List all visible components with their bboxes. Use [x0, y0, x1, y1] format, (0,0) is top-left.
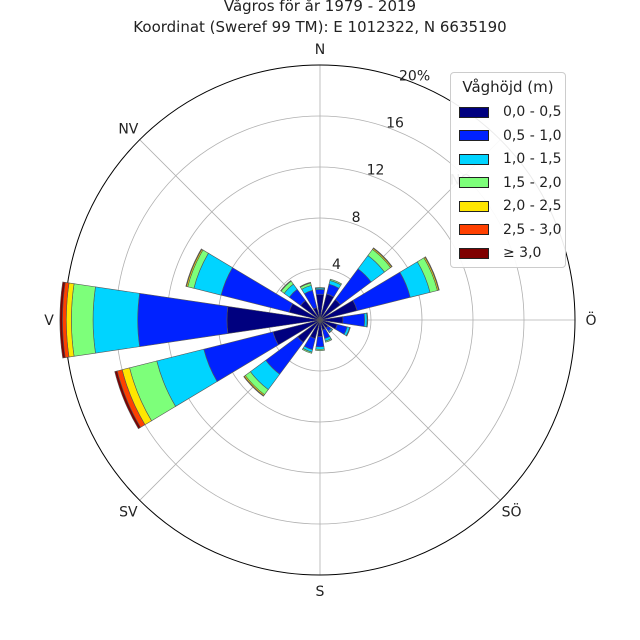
legend-item: 2,5 - 3,0 — [459, 222, 561, 238]
wedge-segment — [137, 293, 229, 347]
wedge-segment — [342, 313, 365, 327]
wedge-segment — [299, 281, 312, 288]
legend-swatch — [459, 130, 489, 141]
wedge-segment — [345, 327, 351, 337]
wedge-segment — [324, 338, 333, 343]
wedge-segment — [92, 286, 140, 354]
direction-label: S — [316, 584, 325, 600]
wedge-segment — [372, 247, 393, 268]
legend-title: Våghöjd (m) — [462, 78, 554, 96]
wedge-segment — [114, 370, 141, 430]
wedge-segment — [315, 289, 325, 296]
wedge-segment — [329, 278, 343, 286]
wedge-segment — [301, 348, 313, 354]
legend-label: 2,0 - 2,5 — [503, 198, 562, 214]
legend-label: ≥ 3,0 — [503, 245, 542, 261]
legend-swatch — [459, 224, 489, 235]
direction-label: V — [44, 313, 54, 329]
legend-item: 0,0 - 0,5 — [459, 104, 561, 120]
direction-label: NV — [118, 121, 138, 137]
wedge-segment — [366, 312, 369, 328]
wedge-segment — [59, 281, 66, 359]
direction-label: N — [315, 42, 325, 58]
radial-tick-label: 16 — [386, 116, 404, 132]
legend-swatch — [459, 153, 489, 165]
radial-tick-label: 12 — [367, 163, 385, 179]
radial-tick-label: 8 — [352, 210, 361, 226]
wedge-segment — [314, 287, 326, 289]
legend-item: 2,0 - 2,5 — [459, 198, 561, 214]
legend-swatch — [459, 177, 489, 188]
wedge-segment — [328, 328, 334, 334]
wedge-segment — [315, 336, 325, 348]
direction-label: SÖ — [502, 503, 522, 521]
grid-spoke — [319, 319, 501, 501]
legend: Våghöjd (m) 0,0 - 0,5 0,5 - 1,0 1,0 - 1,5 1… — [450, 72, 566, 268]
wedge-segment — [243, 375, 265, 397]
legend-swatch — [459, 106, 489, 118]
legend-item: ≥ 3,0 — [459, 245, 541, 261]
direction-label: Ö — [585, 311, 596, 329]
legend-label: 2,5 - 3,0 — [503, 221, 562, 238]
radial-tick-label: 20% — [399, 68, 430, 84]
chart-subtitle: Koordinat (Sweref 99 TM): E 1012322, N 6… — [133, 18, 507, 36]
legend-label: 1,5 - 2,0 — [503, 174, 562, 191]
wedge-segment — [424, 256, 440, 291]
chart-title: Vågros för år 1979 - 2019 — [223, 0, 417, 15]
legend-label: 1,0 - 1,5 — [503, 151, 562, 167]
wedge-segment — [185, 248, 203, 287]
legend-swatch — [459, 200, 489, 212]
legend-label: 0,5 - 1,0 — [503, 127, 562, 144]
wedge-segment — [315, 348, 325, 351]
radial-tick-label: 4 — [332, 257, 341, 273]
legend-item: 1,0 - 1,5 — [459, 151, 561, 167]
legend-item: 1,5 - 2,0 — [459, 175, 561, 191]
legend-label: 0,0 - 0,5 — [503, 104, 562, 120]
legend-swatch — [459, 247, 489, 259]
wedge-segment — [280, 280, 292, 292]
direction-label: SV — [119, 505, 138, 521]
wedge-segment — [226, 306, 321, 334]
wedge-segment — [71, 283, 96, 357]
legend-item: 0,5 - 1,0 — [459, 128, 561, 144]
